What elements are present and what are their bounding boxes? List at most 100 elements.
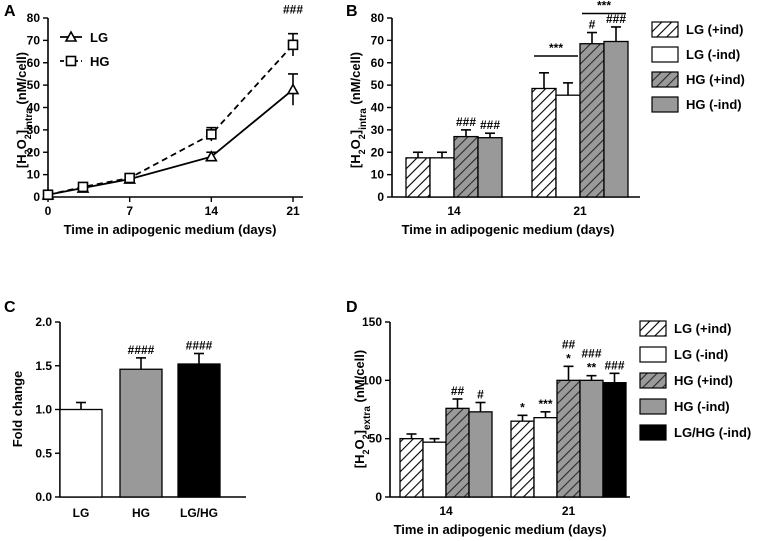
panel-b-bar <box>579 43 605 198</box>
panel-c-y-tick-label: 0.5 <box>35 446 52 460</box>
panel-a-line-chart: [H2O2]intra (nM/cell) Time in adipogenic… <box>14 3 303 237</box>
panel-b-y-tick-label: 40 <box>371 101 385 115</box>
panel-a-point-hg <box>42 189 54 201</box>
panel-b-bar <box>477 137 503 198</box>
panel-d-bar-label: ## <box>562 337 576 351</box>
panel-c-y-tick-label: 1.5 <box>35 359 52 373</box>
panel-d-y-axis-label: [H2O2]extra (nM/cell) <box>352 350 373 468</box>
panel-label-c: C <box>4 299 16 316</box>
panel-label-b: B <box>346 3 358 20</box>
panel-a-point-hg <box>287 39 299 51</box>
panel-d-x-tick-label: 21 <box>562 504 576 518</box>
panel-d-bar <box>445 407 470 498</box>
panel-b-legend-3-text: HG (-ind) <box>686 97 742 112</box>
panel-d-bar-label: ## <box>451 384 465 398</box>
panel-a-point-hg <box>77 181 89 193</box>
panel-b-bar <box>453 135 479 198</box>
panel-d-legend-1-swatch <box>639 346 667 363</box>
panel-b-bar <box>531 87 557 198</box>
panel-b-legend-0-swatch <box>651 21 679 38</box>
panel-b-legend-1-text: LG (-ind) <box>686 47 740 62</box>
panel-d-legend-4-swatch <box>639 424 667 441</box>
panel-b-x-axis-label: Time in adipogenic medium (days) <box>402 222 615 237</box>
panel-d-bar <box>399 438 424 498</box>
panel-c-y-tick-label: 1.0 <box>35 403 52 417</box>
panel-a-y-tick-label: 60 <box>27 56 41 70</box>
panel-b-bar-label: ### <box>480 118 500 132</box>
panel-d-bar-label: ** <box>587 361 597 375</box>
panel-label-a: A <box>4 3 16 20</box>
panel-b-bar <box>405 157 431 198</box>
panel-a-y-tick-label: 80 <box>27 11 41 25</box>
panel-d-bar-label: ### <box>581 347 601 361</box>
panel-d-legend-2-swatch <box>639 372 667 389</box>
panel-a-x-axis-label: Time in adipogenic medium (days) <box>64 222 277 237</box>
panel-d-legend-0-text: LG (+ind) <box>674 321 731 336</box>
panel-a-legend-marker-lg <box>64 30 78 42</box>
panel-b-y-tick-label: 70 <box>371 33 385 47</box>
panel-c-bar <box>59 408 103 498</box>
panel-d-y-tick-label: 100 <box>362 373 382 387</box>
panel-b-legend-2-text: HG (+ind) <box>686 72 745 87</box>
panel-b-y-tick-label: 50 <box>371 78 385 92</box>
panel-a-y-tick-label: 10 <box>27 168 41 182</box>
panel-b-legend-0-text: LG (+ind) <box>686 22 743 37</box>
panel-d-bar <box>468 411 493 498</box>
panel-a-legend-marker-hg <box>65 55 77 67</box>
panel-b-legend-1-swatch <box>651 46 679 63</box>
panel-a-annotation: ### <box>283 3 303 17</box>
panel-d-bar <box>422 441 447 498</box>
panel-d-legend-2-text: HG (+ind) <box>674 373 733 388</box>
panel-d-bar-label: ### <box>604 358 624 372</box>
panel-a-x-tick-label: 14 <box>205 204 219 218</box>
panel-b-bar <box>555 94 581 198</box>
panel-a-y-tick-label: 40 <box>27 101 41 115</box>
panel-c-x-tick-label: LG/HG <box>180 506 218 520</box>
panel-b-x-tick-label: 14 <box>447 204 461 218</box>
panel-b-y-tick-label: 10 <box>371 168 385 182</box>
panel-d-bar-label: *** <box>538 397 552 411</box>
panel-b-bar-label: ### <box>606 12 626 26</box>
panel-d-bar <box>533 417 558 498</box>
panel-a-legend-text-hg: HG <box>90 54 110 69</box>
panel-a-y-tick-label: 20 <box>27 145 41 159</box>
panel-c-x-tick-label: HG <box>132 506 150 520</box>
panel-b-y-tick-label: 60 <box>371 56 385 70</box>
panel-d-x-axis-label: Time in adipogenic medium (days) <box>394 522 607 537</box>
panel-b-y-axis-label: [H2O2]intra (nM/cell) <box>348 52 369 168</box>
panel-c-bar <box>177 363 221 498</box>
panel-d-legend-3-text: HG (-ind) <box>674 399 730 414</box>
panel-d-bar-chart: [H2O2]extra (nM/cell) Time in adipogenic… <box>352 315 751 537</box>
panel-d-bar-label: # <box>477 388 484 402</box>
panel-a-y-tick-label: 70 <box>27 33 41 47</box>
panel-d-bar <box>579 379 604 498</box>
panel-b-legend-3-swatch <box>651 96 679 113</box>
panel-b-y-tick-label: 20 <box>371 145 385 159</box>
panel-d-bar <box>602 382 627 498</box>
panel-d-bar <box>556 379 581 498</box>
panel-d-y-tick-label: 150 <box>362 315 382 329</box>
panel-d-legend-1-text: LG (-ind) <box>674 347 728 362</box>
panel-b-bar-label: # <box>589 18 596 32</box>
panel-a-y-tick-label: 0 <box>33 190 40 204</box>
panel-a-point-hg <box>124 172 135 184</box>
panel-b-y-tick-label: 30 <box>371 123 385 137</box>
panel-c-bar-label: #### <box>128 343 155 357</box>
panel-d-legend-0-swatch <box>639 320 667 337</box>
panel-a-point-lg <box>204 150 218 162</box>
panel-b-bar <box>429 157 455 198</box>
panel-b-significance-label: *** <box>549 41 563 55</box>
panel-b-y-tick-label: 0 <box>377 190 384 204</box>
panel-a-x-tick-label: 21 <box>286 204 300 218</box>
panel-d-legend-3-swatch <box>639 398 667 415</box>
panel-c-bar <box>119 368 163 498</box>
panel-b-y-tick-label: 80 <box>371 11 385 25</box>
panel-d-bar-label: * <box>520 400 525 414</box>
panel-c-bar-label: #### <box>186 339 213 353</box>
panel-a-legend-text-lg: LG <box>90 30 108 45</box>
panel-d-legend-4-text: LG/HG (-ind) <box>674 425 751 440</box>
panel-b-x-tick-label: 21 <box>573 204 587 218</box>
panel-a-point-hg <box>206 129 217 140</box>
panel-c-bar-chart: Fold change 0.0 0.5 1.0 1.5 2.0 LG #### HG #### L… <box>10 315 246 520</box>
